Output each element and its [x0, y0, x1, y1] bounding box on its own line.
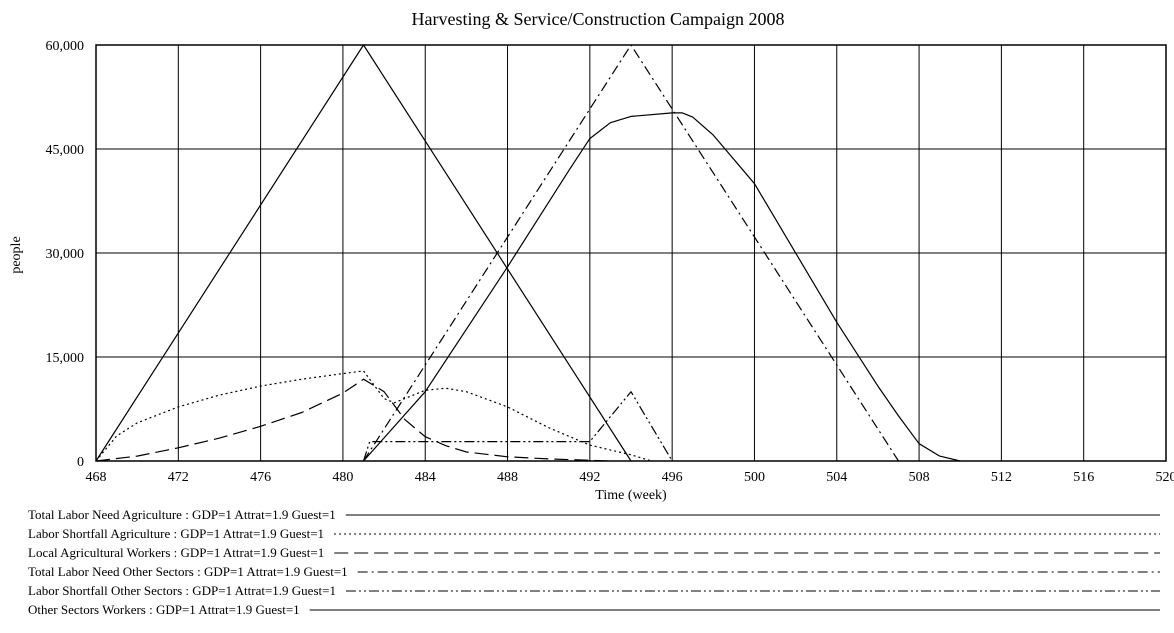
legend-label: Total Labor Need Other Sectors : GDP=1 A…	[28, 564, 348, 579]
x-tick-label: 480	[332, 470, 353, 485]
legend-label: Local Agricultural Workers : GDP=1 Attra…	[28, 545, 324, 560]
x-tick-label: 496	[662, 470, 683, 485]
x-tick-label: 516	[1073, 470, 1094, 485]
x-tick-label: 488	[497, 470, 518, 485]
legend-label: Total Labor Need Agriculture : GDP=1 Att…	[28, 507, 336, 522]
y-tick-label: 60,000	[46, 39, 85, 54]
x-tick-label: 468	[86, 470, 107, 485]
x-tick-label: 476	[250, 470, 271, 485]
y-tick-label: 0	[77, 455, 84, 470]
y-axis-tick-labels: 0 15,000 30,000 45,000 60,000	[46, 39, 85, 470]
chart-title: Harvesting & Service/Construction Campai…	[412, 9, 785, 29]
x-tick-label: 492	[579, 470, 600, 485]
x-tick-label: 520	[1156, 470, 1174, 485]
y-tick-label: 45,000	[46, 143, 85, 158]
legend-label: Labor Shortfall Other Sectors : GDP=1 At…	[28, 583, 336, 598]
x-axis-tick-labels: 468 472 476 480 484 488 492 496 500 504 508 512 516 5…	[86, 470, 1174, 485]
x-axis-label: Time (week)	[595, 488, 667, 503]
y-tick-label: 30,000	[46, 247, 85, 262]
y-tick-label: 15,000	[46, 351, 85, 366]
legend-label: Labor Shortfall Agriculture : GDP=1 Attr…	[28, 526, 324, 541]
x-tick-label: 484	[415, 470, 436, 485]
legend-label: Other Sectors Workers : GDP=1 Attrat=1.9…	[28, 602, 300, 617]
series-line-6	[364, 113, 961, 461]
x-tick-label: 512	[991, 470, 1012, 485]
x-tick-label: 508	[909, 470, 930, 485]
x-tick-label: 504	[826, 470, 847, 485]
legend: Total Labor Need Agriculture : GDP=1 Att…	[28, 507, 1160, 617]
y-axis-label: people	[9, 236, 24, 273]
gridlines	[96, 45, 1166, 461]
series-line-3	[96, 379, 610, 461]
series-line-5	[364, 392, 673, 461]
x-tick-label: 472	[168, 470, 189, 485]
x-tick-label: 500	[744, 470, 765, 485]
